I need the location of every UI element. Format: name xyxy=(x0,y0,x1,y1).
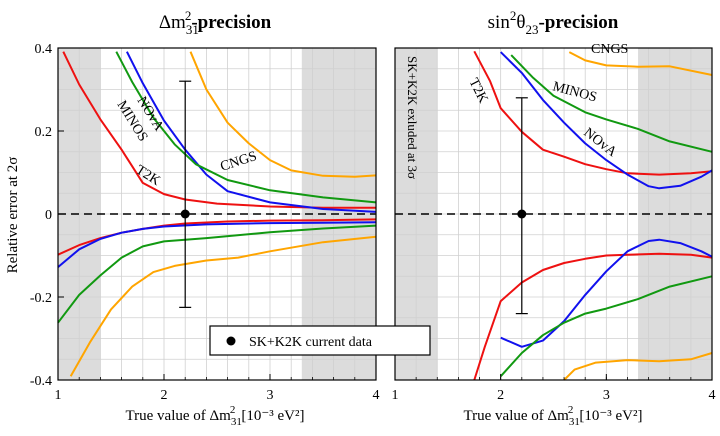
plot-area-right: 1 2 3 4 xyxy=(392,47,716,403)
axis-ticks: 1 2 3 4 -0.4 -0.2 0 0.2 0.4 xyxy=(30,42,380,403)
legend-marker xyxy=(226,336,236,346)
data-point xyxy=(517,209,527,219)
series-label-cngs-right: CNGS xyxy=(591,42,628,57)
y-tick-label: 0.2 xyxy=(35,125,53,140)
series-line-t2k-upper xyxy=(62,51,376,209)
axis-ticks: 1 2 3 4 xyxy=(392,374,716,403)
series-line-nova-lower xyxy=(500,238,713,348)
x-tick-label: 3 xyxy=(267,388,274,403)
chart-title-right: sin2θ23-precision xyxy=(488,8,619,37)
series-line-minos-upper xyxy=(510,54,713,153)
plot-frame xyxy=(394,47,713,381)
legend-box xyxy=(209,325,431,356)
series-curves xyxy=(473,50,713,381)
x-tick-label: 3 xyxy=(603,388,610,403)
x-tick-label: 1 xyxy=(55,388,62,403)
plot-area-left: 1 2 3 4 -0.4 -0.2 0 0.2 0.4 xyxy=(30,42,380,403)
series-line-t2k-upper xyxy=(473,50,713,176)
series-line-nova-upper xyxy=(499,51,713,190)
series-line-cngs-upper xyxy=(568,51,713,76)
data-point-group xyxy=(179,80,192,308)
series-line-nova-upper xyxy=(126,51,377,213)
series-line-cngs-lower xyxy=(563,352,713,381)
excluded-region-note: SK+K2K exluded at 3σ xyxy=(405,56,420,179)
series-line-cngs-upper xyxy=(189,51,377,178)
series-line-cngs-lower xyxy=(69,235,377,377)
x-tick-label: 4 xyxy=(709,388,716,403)
series-line-nova-lower xyxy=(57,221,377,268)
legend-label: SK+K2K current data xyxy=(249,335,373,350)
chart-title-left: Δm312-precision xyxy=(159,8,272,37)
x-tick-label: 1 xyxy=(392,388,399,403)
y-tick-label: 0.4 xyxy=(35,42,53,57)
x-axis-label-right: True value of Δm312 [10⁻³ eV²] xyxy=(464,404,643,428)
y-tick-label: -0.4 xyxy=(30,374,52,389)
y-axis-label: Relative error at 2σ xyxy=(5,157,21,274)
series-line-minos-lower xyxy=(499,275,713,377)
x-tick-label: 4 xyxy=(373,388,380,403)
series-label-minos-right: MINOS xyxy=(551,79,598,105)
series-label-cngs-left: CNGS xyxy=(219,149,259,175)
x-axis-label-left: True value of Δm312 [10⁻³ eV²] xyxy=(126,404,305,428)
series-curves xyxy=(57,51,377,377)
series-line-t2k-lower xyxy=(473,252,713,381)
y-tick-label: -0.2 xyxy=(30,291,52,306)
legend: SK+K2K current data xyxy=(209,325,431,356)
series-line-minos-upper xyxy=(115,51,377,204)
data-point xyxy=(180,209,190,219)
y-tick-label: 0 xyxy=(45,208,52,223)
x-tick-label: 2 xyxy=(497,388,504,403)
data-point-group xyxy=(515,97,528,315)
x-tick-label: 2 xyxy=(161,388,168,403)
series-label-t2k-right: T2K xyxy=(465,76,490,106)
series-line-minos-lower xyxy=(57,224,377,324)
